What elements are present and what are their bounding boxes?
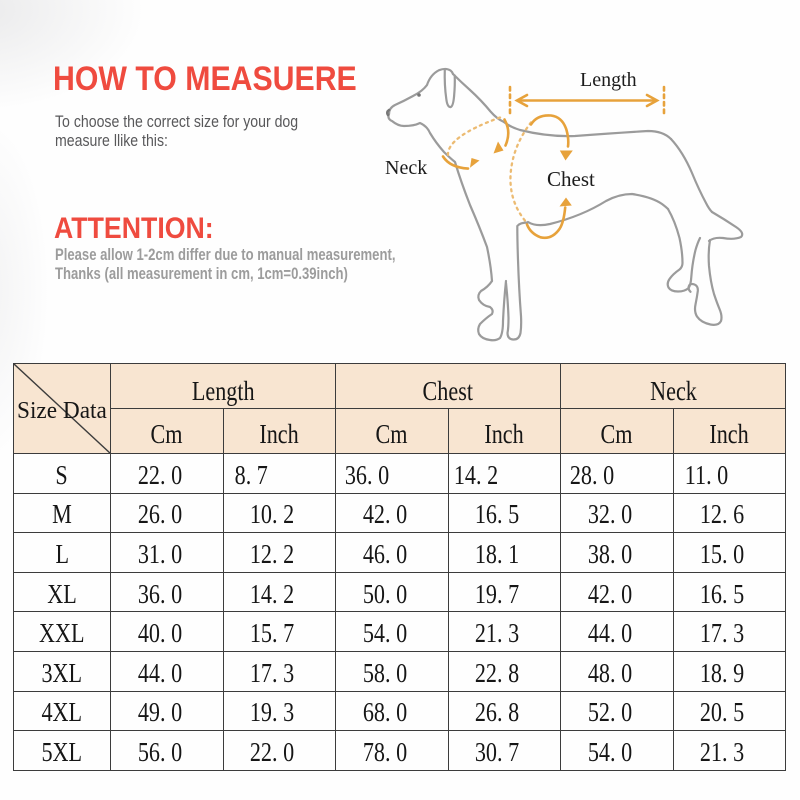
svg-text:Neck: Neck <box>385 157 427 179</box>
svg-text:Chest: Chest <box>547 167 595 191</box>
svg-text:Length: Length <box>580 69 637 91</box>
